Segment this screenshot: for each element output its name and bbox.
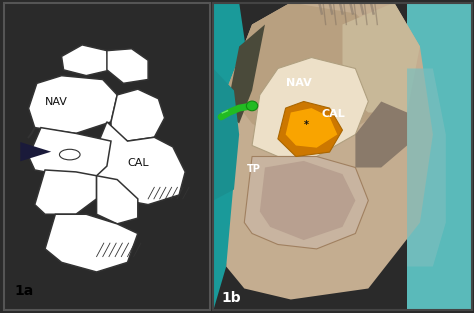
Polygon shape xyxy=(97,122,185,205)
Polygon shape xyxy=(342,3,420,112)
Polygon shape xyxy=(28,128,111,176)
Polygon shape xyxy=(20,142,51,161)
Polygon shape xyxy=(226,3,433,300)
Polygon shape xyxy=(226,3,394,146)
Polygon shape xyxy=(111,89,164,141)
Polygon shape xyxy=(226,24,265,124)
Polygon shape xyxy=(252,58,368,156)
Text: *: * xyxy=(304,120,309,130)
Text: 1a: 1a xyxy=(14,284,33,298)
Text: 1b: 1b xyxy=(221,291,241,305)
Text: CAL: CAL xyxy=(128,158,149,168)
Polygon shape xyxy=(213,3,252,310)
Polygon shape xyxy=(286,108,337,148)
Polygon shape xyxy=(244,156,368,249)
Polygon shape xyxy=(213,69,239,201)
Circle shape xyxy=(246,101,258,111)
Polygon shape xyxy=(260,161,356,240)
Text: CAL: CAL xyxy=(322,109,346,119)
Text: NAV: NAV xyxy=(45,96,68,106)
Polygon shape xyxy=(97,176,138,224)
Text: TP: TP xyxy=(247,164,261,174)
Polygon shape xyxy=(407,3,472,310)
Polygon shape xyxy=(407,69,446,266)
Polygon shape xyxy=(35,170,97,214)
Text: NAV: NAV xyxy=(286,78,311,88)
Polygon shape xyxy=(107,49,148,83)
Polygon shape xyxy=(28,76,117,133)
Polygon shape xyxy=(356,101,407,167)
Polygon shape xyxy=(45,214,138,272)
Polygon shape xyxy=(278,101,342,156)
Polygon shape xyxy=(62,45,111,76)
